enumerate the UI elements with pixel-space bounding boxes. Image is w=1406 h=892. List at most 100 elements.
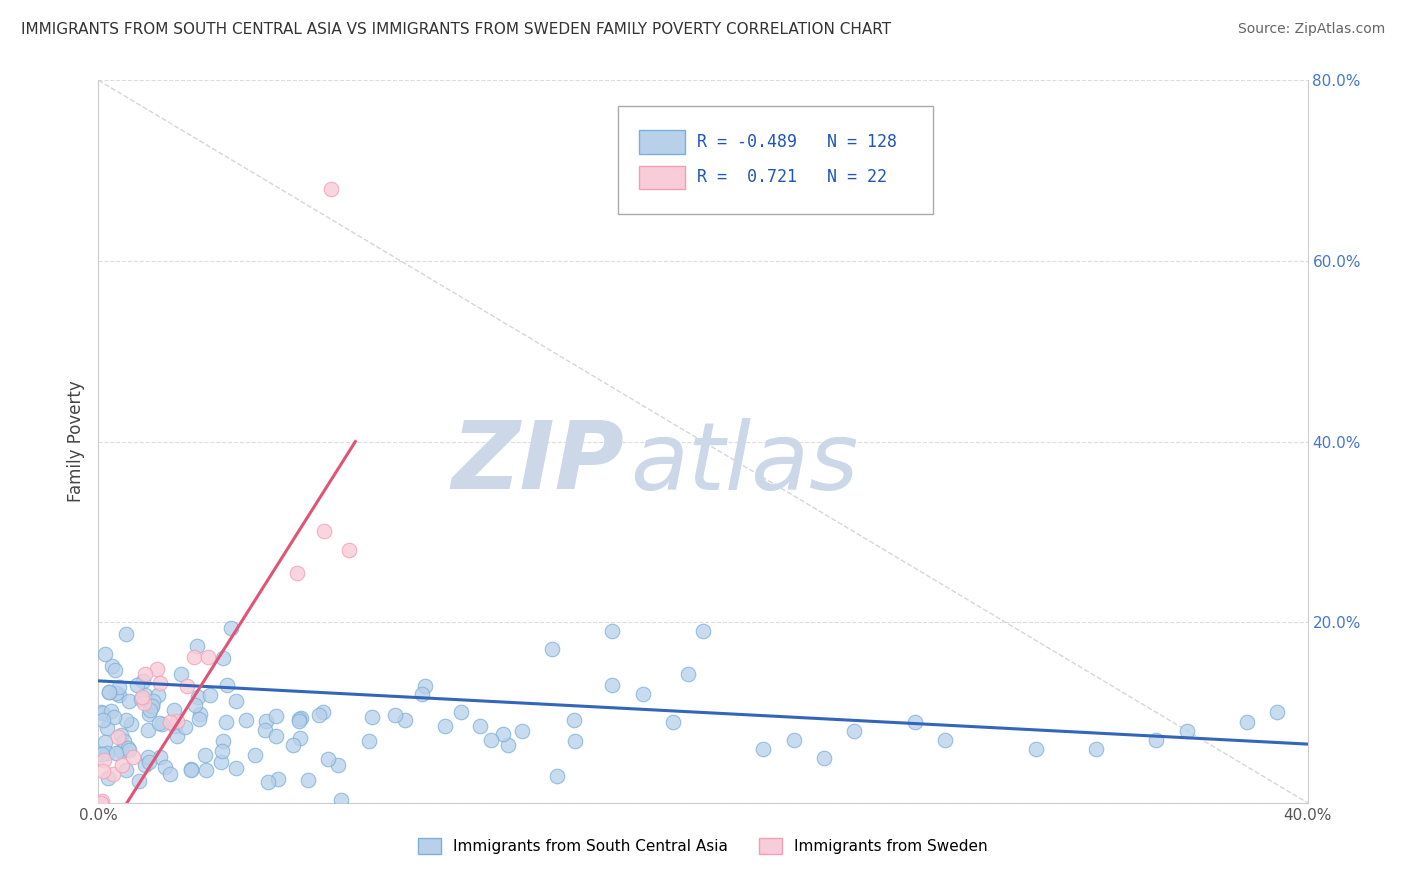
Point	[183, 649, 205, 664]
Point	[115, 626, 138, 640]
Point	[97, 685, 120, 699]
Y-axis label: Family Poverty: Family Poverty	[67, 381, 86, 502]
Point	[361, 710, 384, 724]
Point	[112, 733, 135, 747]
Point	[337, 542, 360, 557]
Point	[188, 712, 211, 726]
Point	[1024, 741, 1046, 756]
Text: IMMIGRANTS FROM SOUTH CENTRAL ASIA VS IMMIGRANTS FROM SWEDEN FAMILY POVERTY CORR: IMMIGRANTS FROM SOUTH CENTRAL ASIA VS IM…	[21, 22, 891, 37]
Point	[120, 716, 142, 731]
Point	[90, 793, 112, 807]
Point	[115, 763, 138, 777]
Point	[194, 747, 217, 762]
Text: R =  0.721   N = 22: R = 0.721 N = 22	[697, 169, 887, 186]
Point	[180, 762, 202, 776]
Point	[330, 792, 353, 806]
Point	[562, 713, 585, 727]
Point	[131, 692, 153, 706]
Point	[103, 709, 125, 723]
Point	[288, 731, 311, 745]
Point	[184, 698, 207, 712]
Point	[540, 642, 562, 657]
Point	[235, 713, 257, 727]
Point	[96, 746, 118, 760]
Point	[149, 749, 172, 764]
Point	[692, 624, 714, 639]
Point	[108, 688, 131, 702]
Point	[186, 639, 208, 653]
Point	[136, 749, 159, 764]
Point	[211, 743, 233, 757]
Point	[357, 733, 380, 747]
Point	[209, 755, 232, 769]
Point	[813, 750, 835, 764]
Text: Source: ZipAtlas.com: Source: ZipAtlas.com	[1237, 22, 1385, 37]
Point	[290, 711, 312, 725]
Point	[138, 755, 160, 769]
Point	[187, 690, 209, 704]
Point	[150, 716, 173, 731]
Point	[264, 708, 287, 723]
Point	[211, 734, 233, 748]
Point	[134, 696, 156, 710]
Point	[321, 182, 343, 196]
Point	[148, 688, 170, 702]
Point	[481, 732, 503, 747]
Point	[752, 741, 775, 756]
Text: atlas: atlas	[630, 417, 859, 508]
Point	[546, 769, 568, 783]
Point	[134, 688, 156, 702]
Point	[384, 708, 406, 723]
Point	[195, 763, 218, 777]
Point	[316, 752, 339, 766]
Point	[197, 650, 219, 665]
Point	[285, 566, 308, 581]
Point	[225, 761, 247, 775]
Point	[128, 774, 150, 789]
Point	[90, 796, 112, 810]
Point	[118, 694, 141, 708]
Point	[510, 723, 533, 738]
Point	[93, 648, 115, 662]
Point	[245, 748, 267, 763]
Point	[602, 678, 624, 692]
Point	[468, 719, 491, 733]
Point	[136, 723, 159, 738]
Point	[117, 741, 139, 756]
Point	[100, 705, 122, 719]
Point	[117, 743, 139, 757]
Point	[101, 659, 124, 673]
Point	[93, 764, 115, 779]
Point	[434, 718, 457, 732]
Point	[163, 703, 186, 717]
Point	[783, 732, 806, 747]
Point	[904, 714, 927, 729]
FancyBboxPatch shape	[619, 105, 932, 214]
Point	[159, 715, 181, 730]
Point	[91, 713, 114, 727]
Point	[1085, 741, 1108, 756]
Point	[281, 738, 304, 752]
Point	[174, 720, 197, 734]
Point	[132, 674, 155, 689]
Point	[93, 754, 115, 768]
Point	[312, 706, 335, 720]
Point	[288, 714, 311, 728]
Point	[166, 729, 188, 743]
Point	[165, 718, 187, 732]
FancyBboxPatch shape	[638, 166, 685, 189]
Point	[111, 758, 134, 772]
Point	[297, 772, 319, 787]
FancyBboxPatch shape	[638, 130, 685, 153]
Point	[91, 706, 114, 721]
Point	[496, 738, 519, 752]
Point	[96, 721, 118, 735]
Point	[1175, 723, 1198, 738]
Point	[394, 713, 416, 727]
Point	[142, 694, 165, 708]
Point	[104, 663, 127, 677]
Point	[844, 723, 866, 738]
Point	[217, 678, 239, 692]
Point	[1267, 706, 1289, 720]
Point	[254, 714, 277, 729]
